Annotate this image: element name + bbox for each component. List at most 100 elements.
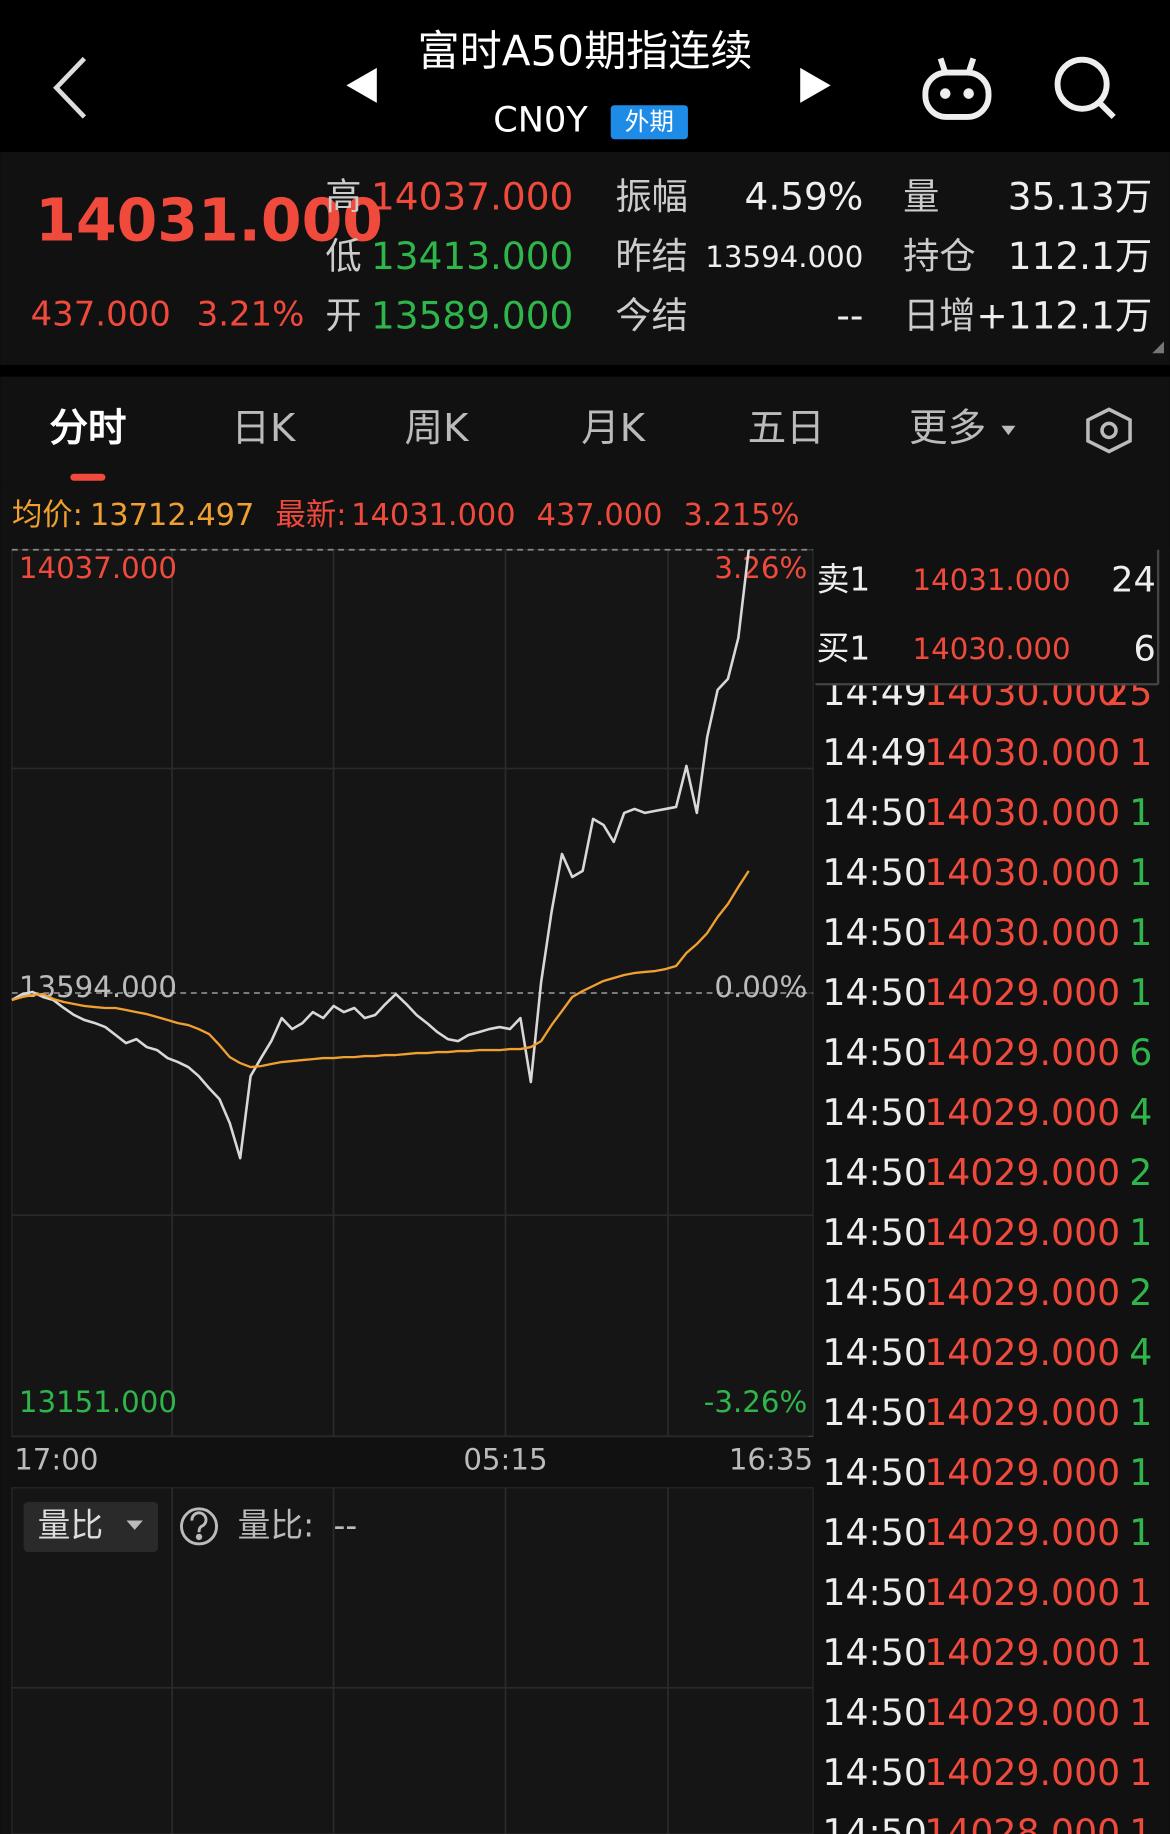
trade-qty: 1 [1129, 1691, 1152, 1734]
summary-avg: 13712.497 [90, 497, 254, 532]
summary-avg-label: 均价: [12, 497, 83, 532]
trade-price: 14029.000 [924, 1511, 1120, 1554]
trade-qty: 1 [1129, 1391, 1152, 1434]
stat-value: +112.1万 [976, 294, 1152, 338]
settings-icon-core [1100, 421, 1118, 440]
trade-qty: 1 [1129, 971, 1152, 1014]
quote-panel [0, 152, 1170, 365]
trade-qty: 1 [1129, 1751, 1152, 1794]
trade-time: 14:50 [822, 1691, 926, 1734]
volume-selector[interactable] [23, 1501, 159, 1553]
robot-icon[interactable] [922, 57, 992, 120]
change: 437.000 [31, 294, 171, 333]
trade-time: 14:50 [822, 1211, 926, 1254]
trade-price: 14029.000 [924, 1091, 1120, 1134]
tab[interactable]: 更多 [909, 406, 986, 451]
order-book-bg [815, 549, 1170, 685]
trade-price: 14029.000 [924, 1391, 1120, 1434]
stat-value: 4.59% [745, 174, 864, 218]
volume-grid [11, 1487, 814, 1834]
trade-price: 14030.000 [924, 671, 1120, 714]
book-qty: 24 [1111, 559, 1156, 600]
next-arrow[interactable] [800, 67, 831, 103]
stat-label: 低 [325, 234, 361, 277]
trade-time: 14:50 [822, 1571, 926, 1614]
trade-time: 14:50 [822, 1331, 926, 1374]
summary-latest: 14031.000 [351, 497, 515, 532]
trade-qty: 1 [1129, 1811, 1152, 1834]
y-tick-label: 14037.000 [19, 551, 177, 585]
summary-line: 均价: 13712.497 最新: 14031.000 437.000 3.215% [12, 497, 800, 532]
back-button[interactable] [53, 56, 87, 119]
tab[interactable]: 五日 [748, 406, 825, 451]
book-price: 14031.000 [913, 563, 1071, 597]
x-tick-label: 05:15 [463, 1442, 547, 1476]
stat-value: 13589.000 [371, 294, 573, 338]
book-side: 卖1 [817, 560, 871, 598]
trade-qty: 25 [1106, 671, 1152, 714]
tag: 外期 [625, 107, 674, 136]
x-tick-label: 17:00 [14, 1442, 98, 1476]
trade-time: 14:50 [822, 1091, 926, 1134]
trade-time: 14:50 [822, 971, 926, 1014]
trade-qty: 1 [1129, 1211, 1152, 1254]
trade-price: 14029.000 [924, 1211, 1120, 1254]
book-side: 买1 [817, 629, 871, 667]
tab[interactable]: 周K [405, 406, 471, 451]
tab[interactable]: 日K [231, 406, 297, 451]
trade-time: 14:50 [822, 1031, 926, 1074]
trade-time: 14:49 [822, 671, 926, 714]
y-tick-label: 13594.000 [19, 970, 177, 1004]
trade-qty: 1 [1129, 731, 1152, 774]
trade-price: 14028.000 [924, 1811, 1120, 1834]
trade-price: 14030.000 [924, 851, 1120, 894]
settings-icon[interactable] [1086, 407, 1132, 454]
stat-label: 昨结 [615, 234, 688, 277]
stat-label: 开 [325, 294, 361, 337]
trade-price: 14029.000 [924, 1451, 1120, 1494]
tab[interactable]: 分时 [49, 406, 126, 451]
trade-price: 14030.000 [924, 791, 1120, 834]
trade-time: 14:50 [822, 791, 926, 834]
trade-qty: 1 [1129, 791, 1152, 834]
more-caret [1001, 425, 1016, 436]
change-pct: 3.21% [197, 294, 305, 333]
stat-label: 持仓 [903, 234, 976, 277]
summary-change-pct: 3.215% [683, 497, 799, 532]
trade-price: 14030.000 [924, 911, 1120, 954]
help-icon[interactable] [180, 1507, 219, 1546]
trade-time: 14:50 [822, 1451, 926, 1494]
trade-price: 14029.000 [924, 1751, 1120, 1794]
price-line [11, 549, 751, 1160]
trade-time: 14:50 [822, 1151, 926, 1194]
trade-time: 14:50 [822, 1391, 926, 1434]
trade-price: 14029.000 [924, 971, 1120, 1014]
y2-tick-label: -3.26% [704, 1385, 807, 1419]
y2-tick-label: 0.00% [714, 970, 807, 1004]
trade-time: 14:50 [822, 1811, 926, 1834]
volume-value: -- [334, 1507, 358, 1545]
x-tick-label: 16:35 [729, 1442, 813, 1476]
trade-qty: 1 [1129, 851, 1152, 894]
stat-value: -- [836, 294, 863, 338]
prev-arrow[interactable] [346, 67, 377, 103]
trade-time: 14:50 [822, 911, 926, 954]
trade-price: 14029.000 [924, 1571, 1120, 1614]
trade-qty: 2 [1129, 1271, 1152, 1314]
trade-qty: 4 [1129, 1331, 1152, 1374]
stat-label: 振幅 [615, 175, 688, 218]
trade-qty: 1 [1129, 1451, 1152, 1494]
trade-time: 14:50 [822, 1751, 926, 1794]
stat-value: 13594.000 [705, 240, 863, 274]
tag-badge [610, 105, 688, 140]
tab[interactable]: 月K [581, 406, 647, 451]
trade-time: 14:49 [822, 731, 926, 774]
search-icon[interactable] [1054, 56, 1116, 120]
corner-mark [1152, 341, 1164, 354]
volume-selector-label[interactable]: 量比 [38, 1507, 104, 1545]
summary-latest-label: 最新: [275, 497, 346, 532]
volume-label: 量比: [238, 1507, 315, 1545]
stat-value: 35.13万 [1008, 174, 1152, 218]
